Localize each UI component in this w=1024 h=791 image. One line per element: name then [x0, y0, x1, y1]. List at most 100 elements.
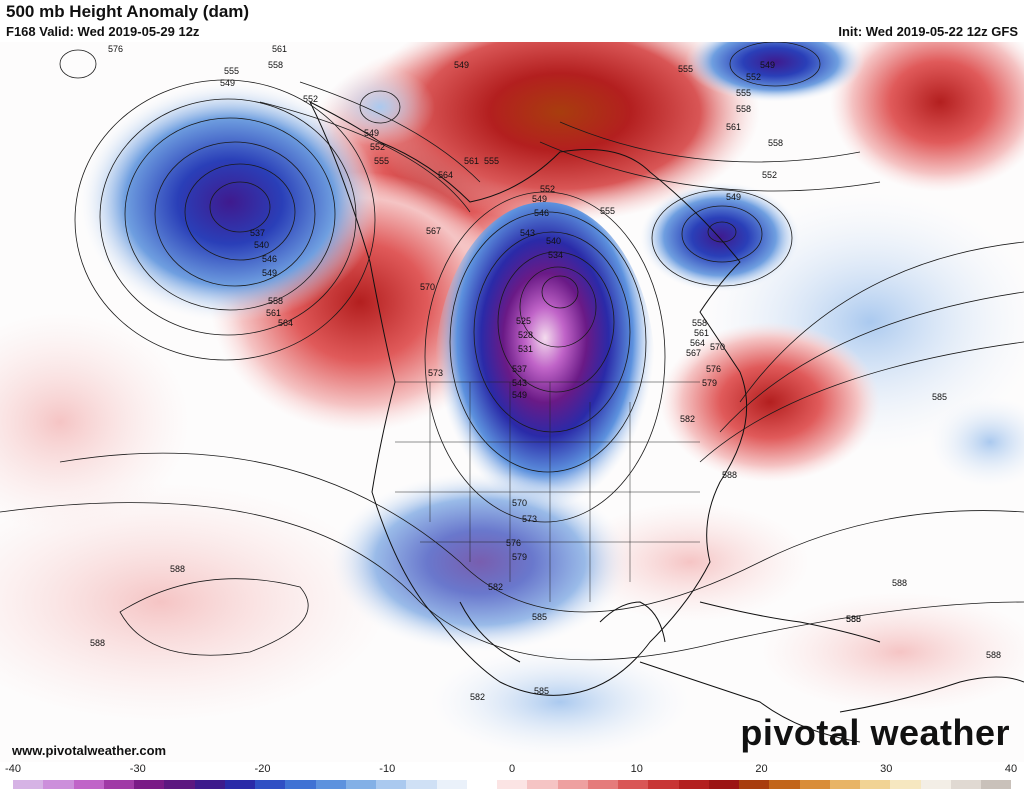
model-init-time: Init: Wed 2019-05-22 12z GFS: [838, 24, 1018, 39]
contour-label: 549: [262, 268, 277, 278]
contour-label: 549: [220, 78, 235, 88]
contour-label: 576: [506, 538, 521, 548]
contour-label: 576: [706, 364, 721, 374]
map-canvas: 576 5615585555495525495525555375405465495…: [0, 42, 1024, 757]
contour-label: 528: [518, 330, 533, 340]
contour-label: 555: [484, 156, 499, 166]
website-url: www.pivotalweather.com: [12, 743, 167, 758]
colorbar-tick-label: -30: [129, 763, 146, 775]
colorbar-swatch: [618, 780, 649, 789]
contour-label: 525: [516, 316, 531, 326]
contour-label: 576: [108, 44, 123, 54]
contour-label: 549: [532, 194, 547, 204]
colorbar-swatch: [224, 780, 255, 789]
contour-label: 588: [170, 564, 185, 574]
contour-label: 552: [762, 170, 777, 180]
contour-label: 561: [726, 122, 741, 132]
contour-label: 555: [600, 206, 615, 216]
coastlines: [309, 101, 1024, 743]
height-anomaly-map: 576 561 558 555 549 552 549 552 555 537 540 546 549 5…: [0, 42, 1024, 762]
colorbar-swatch: [497, 780, 528, 789]
contour-label: 561: [464, 156, 479, 166]
contour-label: 546: [262, 254, 277, 264]
contour-label: 582: [470, 692, 485, 702]
contour-label: 552: [303, 94, 318, 104]
colorbar-swatch: [708, 780, 739, 789]
colorbar-tick-label: -10: [379, 763, 396, 775]
height-contours: [0, 42, 1024, 661]
contour-label: 558: [692, 318, 707, 328]
map-title: 500 mb Height Anomaly (dam): [6, 2, 250, 21]
contour-label: 549: [454, 60, 469, 70]
colorbar-strip: [13, 780, 1012, 789]
contour-label: 564: [278, 318, 293, 328]
contour-label: 549: [726, 192, 741, 202]
contour-label: 543: [520, 228, 535, 238]
colorbar-swatch: [769, 780, 800, 789]
colorbar-tick-label: -40: [5, 763, 21, 775]
contour-label: 531: [518, 344, 533, 354]
colorbar-swatch: [194, 780, 225, 789]
colorbar-swatch: [527, 780, 558, 789]
contour-label: 555: [678, 64, 693, 74]
colorbar-swatch: [950, 780, 981, 789]
colorbar-swatch: [890, 780, 921, 789]
contour-label: 549: [760, 60, 775, 70]
contour-label: 561: [266, 308, 281, 318]
contour-label: 579: [702, 378, 717, 388]
colorbar-swatch: [739, 780, 770, 789]
contour-label: 588: [892, 578, 907, 588]
colorbar-swatch: [376, 780, 407, 789]
contour-label: 588: [846, 614, 861, 624]
colorbar-swatch: [466, 780, 497, 789]
contour-label: 585: [846, 614, 861, 624]
colorbar-swatch: [587, 780, 618, 789]
contour-label: 534: [548, 250, 563, 260]
contour-label: 561: [272, 44, 287, 54]
contour-label: 570: [710, 342, 725, 352]
colorbar-swatch: [860, 780, 891, 789]
colorbar-tick-label: 0: [508, 763, 516, 775]
contour-label: 537: [512, 364, 527, 374]
colorbar-swatch: [315, 780, 346, 789]
contour-label: 561: [694, 328, 709, 338]
contour-label: 552: [370, 142, 385, 152]
contour-label: 558: [268, 296, 283, 306]
contour-label: 579: [512, 552, 527, 562]
colorbar-swatch: [557, 780, 588, 789]
colorbar-swatch: [73, 780, 104, 789]
colorbar-swatch: [829, 780, 860, 789]
colorbar-swatch: [920, 780, 951, 789]
contour-label: 558: [268, 60, 283, 70]
forecast-valid-time: F168 Valid: Wed 2019-05-29 12z: [6, 24, 200, 39]
colorbar-swatch: [134, 780, 165, 789]
contour-label: 549: [364, 128, 379, 138]
colorbar-swatch: [981, 780, 1012, 789]
colorbar-swatch: [103, 780, 134, 789]
contour-label: 567: [426, 226, 441, 236]
contour-label: 564: [690, 338, 705, 348]
colorbar-tick-label: -20: [254, 763, 271, 775]
contour-label: 564: [438, 170, 453, 180]
colorbar-swatch: [13, 780, 44, 789]
contour-label: 537: [250, 228, 265, 238]
contour-label: 570: [512, 498, 527, 508]
contour-label: 546: [534, 208, 549, 218]
colorbar-swatch: [164, 780, 195, 789]
contour-labels: 576 5615585555495525495525555375405465495…: [90, 44, 1001, 702]
contour-label: 549: [512, 390, 527, 400]
colorbar-swatch: [678, 780, 709, 789]
contour-label: 588: [986, 650, 1001, 660]
colorbar-swatch: [436, 780, 467, 789]
colorbar-tick-label: 20: [755, 763, 768, 775]
colorbar-tick-label: 10: [630, 763, 643, 775]
contour-label: 552: [746, 72, 761, 82]
map-header: 500 mb Height Anomaly (dam) F168 Valid: …: [0, 0, 1024, 42]
colorbar-tick-label: 30: [880, 763, 893, 775]
colorbar-tick-label: 40: [1004, 763, 1018, 775]
contour-label: 588: [722, 470, 737, 480]
contour-label: 552: [540, 184, 555, 194]
contour-label: 558: [736, 104, 751, 114]
colorbar-swatch: [648, 780, 679, 789]
contour-label: 582: [680, 414, 695, 424]
